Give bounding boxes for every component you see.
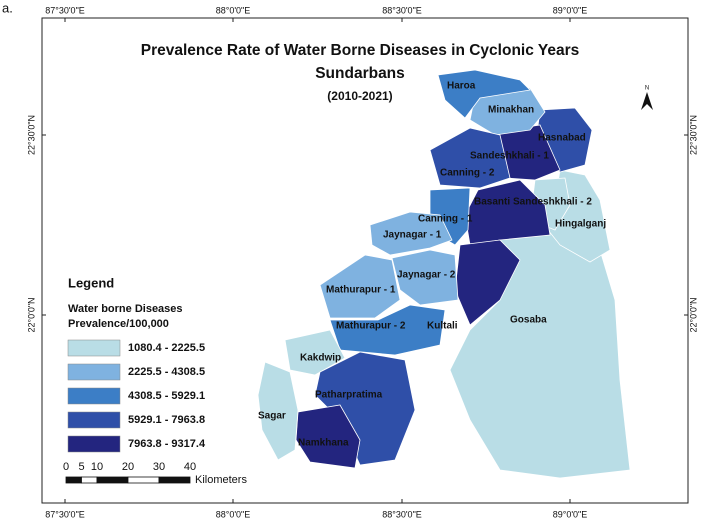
region-label: Jaynagar - 1	[383, 230, 442, 241]
region-label: Sandeshkhali - 1	[470, 151, 549, 162]
longitude-label: 88°0'0"E	[216, 5, 251, 15]
legend-label: 5929.1 - 7963.8	[128, 414, 205, 426]
scale-unit: Kilometers	[195, 474, 247, 486]
region-label: Minakhan	[488, 105, 534, 116]
map-title: Prevalence Rate of Water Borne Diseases …	[141, 42, 580, 59]
region-label: Mathurapur - 1	[326, 285, 396, 296]
region-label: Jaynagar - 2	[397, 270, 456, 281]
scale-tick-label: 30	[153, 461, 165, 473]
region-label: Patharpratima	[315, 390, 383, 401]
region-label: Canning - 1	[418, 214, 473, 225]
longitude-label: 87°30'0"E	[45, 5, 85, 15]
region-label: Gosaba	[510, 315, 547, 326]
region-haroa	[437, 69, 531, 119]
legend-swatch	[67, 411, 121, 429]
scale-segment	[65, 476, 82, 484]
scale-segment	[96, 476, 129, 484]
region-label: Hasnabad	[538, 133, 586, 144]
longitude-label: 88°30'0"E	[382, 5, 422, 15]
region-label: Basanti	[474, 197, 510, 208]
tick-marks	[42, 18, 688, 503]
legend-label: 2225.5 - 4308.5	[128, 366, 205, 378]
map-regions	[257, 69, 631, 479]
latitude-label: 22°0'0"N	[688, 297, 698, 332]
region-label: Namkhana	[298, 438, 349, 449]
legend-subtitle: Water borne Diseases	[68, 303, 183, 315]
scale-tick-label: 5	[78, 461, 84, 473]
legend-swatch	[67, 363, 121, 381]
region-label: Mathurapur - 2	[336, 321, 406, 332]
region-sagar	[257, 361, 299, 461]
region-label: Kakdwip	[300, 353, 341, 364]
region-kakdwip	[284, 329, 346, 376]
region-jaynagar-1	[369, 211, 453, 256]
scale-segment	[81, 476, 98, 484]
region-minakhan	[469, 87, 546, 136]
latitude-label: 22°30'0"N	[26, 115, 36, 155]
region-label: Kultali	[427, 321, 458, 332]
region-patharpratima	[314, 351, 416, 466]
region-label: Sandeshkhali - 2	[513, 197, 592, 208]
north-label: N	[645, 86, 649, 92]
latitude-label: 22°30'0"N	[688, 115, 698, 155]
scale-tick-label: 0	[63, 461, 69, 473]
map-period: (2010-2021)	[327, 89, 392, 103]
scale-tick-label: 20	[122, 461, 134, 473]
region-mathurapur-1	[319, 254, 401, 319]
legend-label: 1080.4 - 2225.5	[128, 342, 205, 354]
north-arrow	[641, 92, 653, 110]
legend-subtitle: Prevalence/100,000	[68, 318, 169, 330]
legend-title: Legend	[68, 275, 114, 290]
region-jaynagar-2	[391, 249, 459, 306]
longitude-label: 88°30'0"E	[382, 509, 422, 519]
panel-label: a.	[2, 0, 13, 15]
scale-segment	[158, 476, 191, 484]
legend-classes: 1080.4 - 2225.5 2225.5 - 4308.5 4308.5 - 5…	[67, 339, 206, 453]
scale-tick-label: 10	[91, 461, 103, 473]
legend-swatch	[67, 435, 121, 453]
region-mathurapur-2	[329, 304, 446, 356]
region-label: Hingalganj	[555, 219, 606, 230]
longitude-label: 88°0'0"E	[216, 509, 251, 519]
longitude-label: 87°30'0"E	[45, 509, 85, 519]
latitude-label: 22°0'0"N	[26, 297, 36, 332]
region-label: Canning - 2	[440, 168, 495, 179]
legend-swatch	[67, 339, 121, 357]
region-label: Haroa	[447, 81, 476, 92]
legend-label: 4308.5 - 5929.1	[128, 390, 205, 402]
legend-label: 7963.8 - 9317.4	[128, 438, 206, 450]
region-canning-2	[429, 127, 511, 189]
region-label: Sagar	[258, 411, 286, 422]
longitude-label: 89°0'0"E	[553, 5, 588, 15]
scale-segment	[127, 476, 160, 484]
legend-swatch	[67, 387, 121, 405]
scale-tick-label: 40	[184, 461, 196, 473]
map-subtitle: Sundarbans	[315, 65, 405, 82]
longitude-label: 89°0'0"E	[553, 509, 588, 519]
